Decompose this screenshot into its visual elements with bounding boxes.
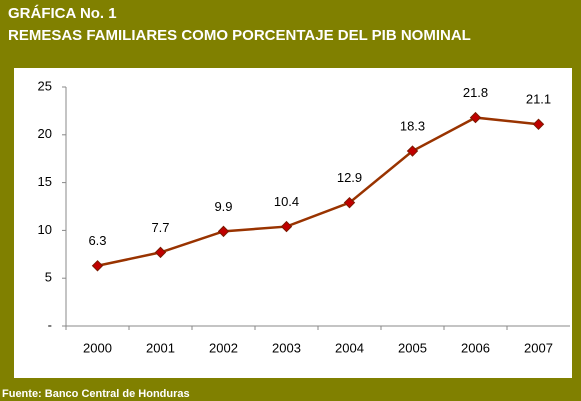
x-tick-label: 2006 [461, 340, 490, 355]
x-tick-label: 2003 [272, 340, 301, 355]
marker [469, 111, 482, 124]
y-tick-label: 25 [38, 78, 52, 93]
data-label: 21.1 [526, 92, 551, 107]
data-label: 21.8 [463, 85, 488, 100]
data-label: 6.3 [88, 233, 106, 248]
data-label: 18.3 [400, 118, 425, 133]
x-tick-label: 2002 [209, 340, 238, 355]
x-tick-label: 2004 [335, 340, 364, 355]
data-label: 9.9 [214, 199, 232, 214]
data-label: 7.7 [151, 220, 169, 235]
y-tick-label: 5 [45, 270, 52, 285]
x-tick-label: 2000 [83, 340, 112, 355]
y-tick-label: 20 [38, 126, 52, 141]
x-tick-label: 2005 [398, 340, 427, 355]
marker [154, 246, 167, 259]
y-tick-label: - [48, 317, 52, 332]
marker [343, 196, 356, 209]
x-tick-label: 2001 [146, 340, 175, 355]
data-label: 10.4 [274, 194, 299, 209]
marker [91, 260, 104, 272]
marker [217, 225, 230, 238]
line [97, 116, 539, 267]
chart-title: GRÁFICA No. 1 [8, 5, 117, 22]
source-note: Fuente: Banco Central de Honduras [2, 388, 190, 400]
marker [280, 220, 293, 233]
marker [406, 145, 419, 157]
data-label: 12.9 [337, 170, 362, 185]
y-tick-label: 10 [38, 222, 52, 237]
marker [532, 118, 545, 130]
chart-subtitle: REMESAS FAMILIARES COMO PORCENTAJE DEL P… [8, 27, 471, 44]
x-tick-label: 2007 [524, 340, 553, 355]
y-tick-label: 15 [38, 174, 52, 189]
